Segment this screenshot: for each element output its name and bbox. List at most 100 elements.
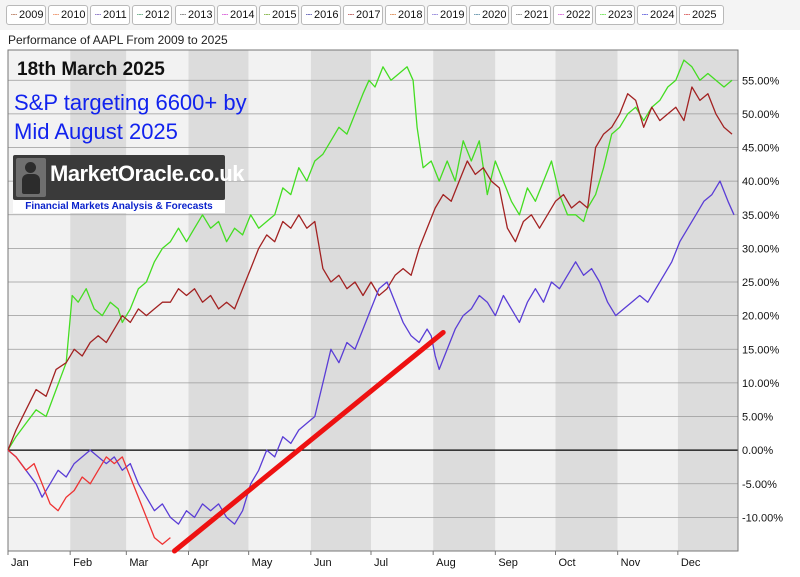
legend-label: 2009: [19, 9, 44, 21]
month-band: [188, 50, 249, 551]
annotation-target-line1: S&P targeting 6600+ by: [14, 90, 247, 115]
legend-swatch: ┈: [222, 10, 229, 21]
x-tick-label: Sep: [498, 557, 518, 569]
legend-label: 2010: [61, 9, 86, 21]
logo-tagline: Financial Markets Analysis & Forecasts: [13, 200, 225, 213]
month-band: [495, 50, 556, 551]
y-tick-label: 25.00%: [742, 277, 780, 289]
legend-item-2019[interactable]: ┈ 2019: [427, 5, 467, 25]
series-line-2025: [7, 449, 171, 545]
x-tick-label: Nov: [621, 557, 641, 569]
y-tick-label: 40.00%: [742, 176, 780, 188]
x-tick-label: Mar: [129, 557, 148, 569]
legend-item-2012[interactable]: ┈ 2012: [132, 5, 172, 25]
legend-label: 2022: [566, 9, 591, 21]
legend-swatch: ┈: [558, 10, 565, 21]
series-line-2017: [7, 86, 733, 451]
legend-swatch: ┈: [516, 10, 523, 21]
axes: [7, 49, 739, 552]
x-tick-label: Apr: [191, 557, 208, 569]
legend-swatch: ┈: [474, 10, 481, 21]
legend-label: 2015: [272, 9, 297, 21]
y-axis-ticks: 55.00% 50.00% 45.00% 40.00% 35.00% 30.00% 25.0…: [742, 75, 783, 524]
legend-item-2024[interactable]: ┈ 2024: [637, 5, 677, 25]
legend-swatch: ┈: [600, 10, 607, 21]
legend-swatch: ┈: [348, 10, 355, 21]
month-band: [370, 50, 434, 551]
legend-label: 2017: [356, 9, 381, 21]
legend-label: 2019: [440, 9, 465, 21]
logo-brand: MarketOracle.co.uk: [50, 161, 244, 186]
legend-label: 2011: [103, 9, 127, 21]
legend-item-2016[interactable]: ┈ 2016: [301, 5, 341, 25]
x-tick-label: Feb: [73, 557, 92, 569]
annotation-date: 18th March 2025: [17, 59, 165, 80]
legend-swatch: ┈: [642, 10, 649, 21]
x-tick-label: Dec: [681, 557, 701, 569]
legend-item-2011[interactable]: ┈ 2011: [90, 5, 130, 25]
legend-label: 2012: [145, 9, 170, 21]
legend-item-2023[interactable]: ┈ 2023: [595, 5, 635, 25]
legend-item-2018[interactable]: ┈ 2018: [385, 5, 425, 25]
month-band: [310, 50, 371, 551]
x-tick-label: Jun: [314, 557, 332, 569]
annotation-target: S&P targeting 6600+ by Mid August 2025: [14, 88, 247, 146]
legend-item-2020[interactable]: ┈ 2020: [469, 5, 509, 25]
x-tick-label: Aug: [436, 557, 456, 569]
legend-item-2025[interactable]: ┈ 2025: [679, 5, 724, 25]
y-tick-label: 10.00%: [742, 378, 780, 390]
y-tick-label: 0.00%: [742, 445, 773, 457]
marketoracle-logo[interactable]: MarketOracle.co.uk Financial Markets Ana…: [13, 155, 244, 213]
y-tick-label: 50.00%: [742, 109, 780, 121]
y-tick-label: -10.00%: [742, 512, 783, 524]
y-tick-label: 45.00%: [742, 143, 780, 155]
y-tick-label: 55.00%: [742, 75, 780, 87]
month-band: [8, 50, 71, 551]
legend-item-2014[interactable]: ┈ 2014: [217, 5, 257, 25]
legend-item-2013[interactable]: ┈ 2013: [175, 5, 215, 25]
legend-item-2010[interactable]: ┈ 2010: [48, 5, 88, 25]
legend-swatch: ┈: [390, 10, 397, 21]
y-tick-label: 20.00%: [742, 311, 780, 323]
series-line-2024: [7, 180, 735, 525]
oracle-figure-icon: [16, 158, 46, 197]
x-tick-label: May: [252, 557, 273, 569]
x-axis-ticks: Jan Feb Mar Apr May Jun Jul Aug Sep Oct Nov Dec: [7, 551, 701, 569]
trend-annotation-line: [171, 329, 446, 554]
legend-item-2022[interactable]: ┈ 2022: [553, 5, 593, 25]
legend-label: 2023: [608, 9, 633, 21]
annotation-target-line2: Mid August 2025: [14, 119, 178, 144]
legend-label: 2018: [398, 9, 423, 21]
gridlines: [8, 79, 738, 518]
legend-swatch: ┈: [95, 10, 102, 21]
series-line-2023: [7, 59, 733, 451]
legend-label: 2013: [188, 9, 213, 21]
legend-swatch: ┈: [432, 10, 439, 21]
y-tick-label: 15.00%: [742, 344, 780, 356]
legend-swatch: ┈: [306, 10, 313, 21]
legend-label: 2024: [650, 9, 675, 21]
series-lines: [7, 59, 735, 545]
x-tick-label: Oct: [559, 557, 576, 569]
month-band: [126, 50, 189, 551]
legend-swatch: ┈: [180, 10, 187, 21]
legend-label: 2021: [524, 9, 549, 21]
y-tick-label: -5.00%: [742, 479, 777, 491]
legend-item-2017[interactable]: ┈ 2017: [343, 5, 383, 25]
legend-item-2021[interactable]: ┈ 2021: [511, 5, 551, 25]
legend-swatch: ┈: [53, 10, 60, 21]
trend-annotation: [171, 329, 446, 554]
y-tick-label: 30.00%: [742, 243, 780, 255]
y-tick-label: 35.00%: [742, 210, 780, 222]
x-tick-label: Jan: [11, 557, 29, 569]
legend-swatch: ┈: [264, 10, 271, 21]
legend-item-2015[interactable]: ┈ 2015: [259, 5, 299, 25]
legend-label: 2016: [314, 9, 339, 21]
plot-frame: [7, 49, 739, 552]
legend-item-2009[interactable]: ┈ 2009: [6, 5, 46, 25]
x-tick-label: Jul: [374, 557, 388, 569]
month-band: [248, 50, 311, 551]
legend-label: 2020: [482, 9, 507, 21]
legend-swatch: ┈: [11, 10, 18, 21]
logo-banner: MarketOracle.co.uk: [13, 155, 244, 200]
